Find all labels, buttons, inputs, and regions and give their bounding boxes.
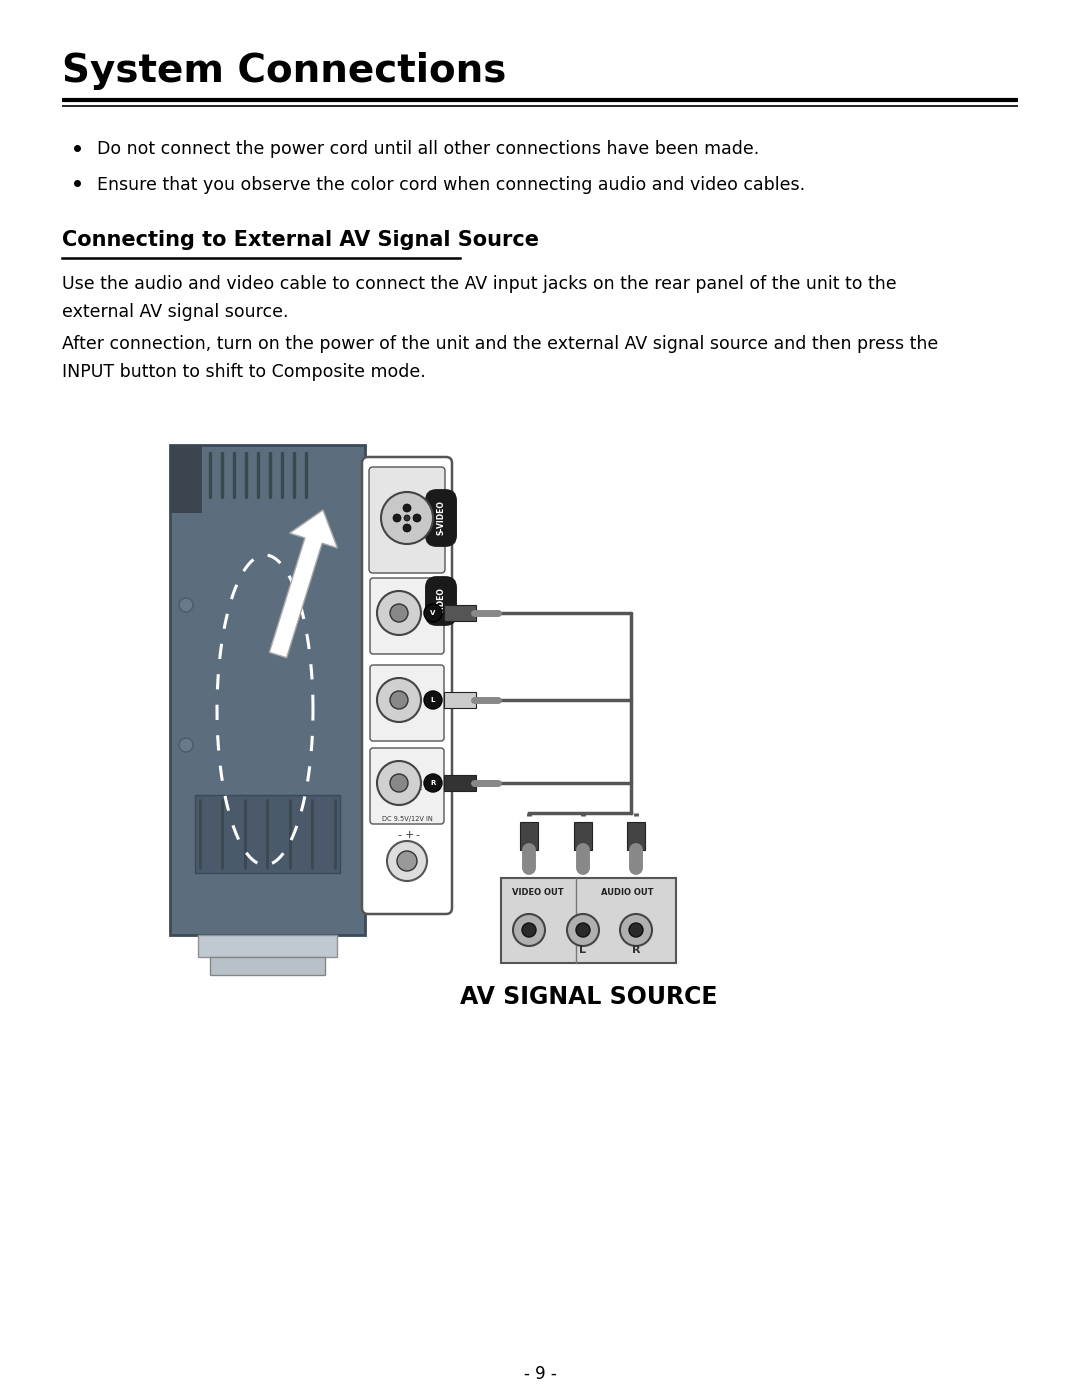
Text: Use the audio and video cable to connect the AV input jacks on the rear panel of: Use the audio and video cable to connect…: [62, 275, 896, 293]
Circle shape: [397, 851, 417, 870]
Bar: [210, 957, 325, 975]
Bar: [627, 821, 645, 849]
Text: VIDEO OUT: VIDEO OUT: [512, 888, 564, 897]
FancyBboxPatch shape: [369, 467, 445, 573]
Text: Connecting to External AV Signal Source: Connecting to External AV Signal Source: [62, 231, 539, 250]
Text: R: R: [430, 780, 435, 787]
FancyBboxPatch shape: [370, 665, 444, 740]
FancyArrow shape: [269, 510, 337, 658]
Circle shape: [390, 604, 408, 622]
Text: L: L: [431, 697, 435, 703]
Circle shape: [403, 504, 411, 511]
Circle shape: [620, 914, 652, 946]
Text: R: R: [632, 944, 640, 956]
Circle shape: [567, 914, 599, 946]
Text: +: +: [404, 830, 414, 840]
Circle shape: [403, 524, 411, 532]
Text: System Connections: System Connections: [62, 52, 507, 89]
Text: INPUT button to shift to Composite mode.: INPUT button to shift to Composite mode.: [62, 363, 426, 381]
Text: -: -: [415, 830, 419, 840]
Text: external AV signal source.: external AV signal source.: [62, 303, 288, 321]
Text: DC 9.5V/12V IN: DC 9.5V/12V IN: [381, 816, 432, 821]
FancyBboxPatch shape: [370, 747, 444, 824]
Bar: [170, 446, 365, 935]
Bar: [519, 821, 538, 849]
Text: AUDIO OUT: AUDIO OUT: [600, 888, 653, 897]
Bar: [198, 935, 337, 957]
Text: VIDEO: VIDEO: [436, 588, 446, 615]
Circle shape: [381, 492, 433, 543]
Text: -: -: [397, 830, 401, 840]
Circle shape: [390, 774, 408, 792]
Bar: [444, 692, 476, 708]
Circle shape: [424, 604, 442, 622]
Text: COMPOSITE IN: COMPOSITE IN: [382, 785, 432, 791]
Bar: [170, 446, 202, 513]
Circle shape: [387, 841, 427, 882]
Text: Do not connect the power cord until all other connections have been made.: Do not connect the power cord until all …: [97, 140, 759, 158]
Text: S-VIDEO: S-VIDEO: [436, 500, 446, 535]
Circle shape: [390, 692, 408, 710]
Circle shape: [377, 761, 421, 805]
Bar: [195, 795, 340, 873]
Bar: [573, 821, 592, 849]
Circle shape: [179, 598, 193, 612]
Circle shape: [393, 514, 401, 522]
Circle shape: [424, 774, 442, 792]
Text: After connection, turn on the power of the unit and the external AV signal sourc: After connection, turn on the power of t…: [62, 335, 939, 353]
Circle shape: [377, 591, 421, 636]
Bar: [501, 877, 676, 963]
Circle shape: [513, 914, 545, 946]
Circle shape: [576, 923, 590, 937]
Text: L: L: [580, 944, 586, 956]
Circle shape: [413, 514, 421, 522]
Text: Ensure that you observe the color cord when connecting audio and video cables.: Ensure that you observe the color cord w…: [97, 176, 805, 194]
Circle shape: [522, 923, 536, 937]
Circle shape: [424, 692, 442, 710]
FancyBboxPatch shape: [362, 457, 453, 914]
Text: V: V: [430, 610, 435, 616]
Bar: [444, 775, 476, 791]
Circle shape: [377, 678, 421, 722]
FancyBboxPatch shape: [370, 578, 444, 654]
Text: AV SIGNAL SOURCE: AV SIGNAL SOURCE: [460, 985, 717, 1009]
Text: - 9 -: - 9 -: [524, 1365, 556, 1383]
Circle shape: [629, 923, 643, 937]
Bar: [444, 605, 476, 622]
Circle shape: [179, 738, 193, 752]
Circle shape: [404, 515, 410, 521]
